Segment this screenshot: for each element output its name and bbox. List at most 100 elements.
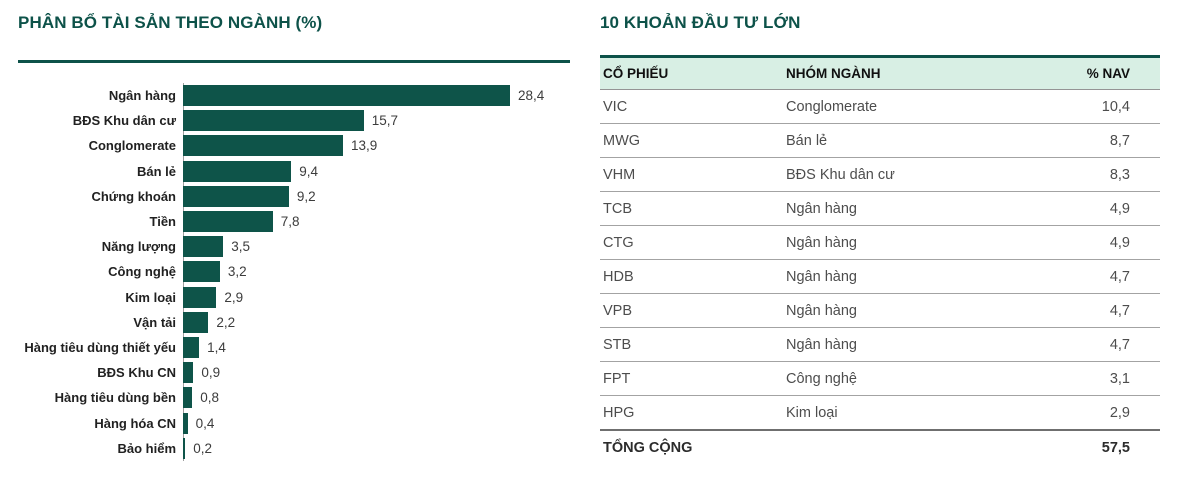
- chart-bar: [183, 236, 224, 258]
- chart-value-label: 13,9: [351, 138, 378, 154]
- nav-percent-cell: 4,7: [1033, 327, 1160, 362]
- table-row: VIC Conglomerate 10,4: [600, 89, 1160, 124]
- stock-code-cell: TCB: [600, 191, 783, 226]
- nav-percent-cell: 2,9: [1109, 404, 1130, 421]
- table-row: HDB Ngân hàng 4,7: [600, 259, 1160, 294]
- sector-cell: Conglomerate: [783, 89, 1033, 124]
- nav-percent-cell: 8,7: [1033, 123, 1160, 158]
- chart-row: Ngân hàng 28,4: [18, 83, 570, 108]
- stock-code-cell: STB: [600, 327, 783, 362]
- chart-value-label: 2,9: [224, 289, 244, 305]
- chart-value-label: 7,8: [280, 214, 300, 230]
- stock-code-cell: MWG: [600, 123, 783, 158]
- sector-cell: BĐS Khu dân cư: [783, 157, 1033, 192]
- chart-bar-area: 9,4: [183, 160, 570, 182]
- table-row: TCB Ngân hàng 4,9: [600, 191, 1160, 226]
- nav-percent-cell: 4,9: [1033, 225, 1160, 260]
- nav-percent-cell: 4,7: [1033, 259, 1160, 294]
- chart-value-label: 3,2: [227, 264, 247, 280]
- chart-category-label: Bảo hiểm: [117, 440, 176, 456]
- chart-category-label: Ngân hàng: [108, 88, 176, 104]
- chart-category-label: Năng lượng: [101, 239, 176, 255]
- chart-bar-area: 2,2: [183, 311, 570, 333]
- table-row: CTG Ngân hàng 4,9: [600, 225, 1160, 260]
- total-value: 57,5: [1033, 429, 1160, 465]
- nav-percent-cell: 3,1: [1033, 361, 1160, 396]
- chart-row: Kim loại 2,9: [18, 285, 570, 310]
- chart-bar-area: 0,8: [183, 387, 570, 409]
- top-holdings-title: 10 KHOẢN ĐẦU TƯ LỚN: [600, 13, 801, 32]
- chart-row: Hàng tiêu dùng thiết yếu 1,4: [18, 335, 570, 360]
- chart-bar-area: 15,7: [183, 110, 570, 132]
- chart-category-label: Hàng hóa CN: [94, 415, 176, 431]
- chart-bar-area: 2,9: [183, 286, 570, 308]
- chart-bar: [183, 437, 186, 459]
- sector-cell: Kim loại: [786, 404, 838, 421]
- chart-bar-area: 9,2: [183, 185, 570, 207]
- chart-category-label: BĐS Khu dân cư: [72, 113, 176, 129]
- chart-bar: [183, 110, 364, 132]
- table-header-row: CỔ PHIẾU NHÓM NGÀNH % NAV: [600, 55, 1160, 90]
- chart-bar-area: 0,4: [183, 412, 570, 434]
- chart-value-label: 0,4: [195, 415, 215, 431]
- chart-row: BĐS Khu CN 0,9: [18, 360, 570, 385]
- stock-code-cell: VHM: [600, 157, 783, 192]
- table-row: MWG Bán lẻ 8,7: [600, 123, 1160, 158]
- chart-value-label: 2,2: [216, 314, 236, 330]
- chart-bar-area: 0,2: [183, 437, 570, 459]
- nav-percent-cell: 4,7: [1033, 293, 1160, 328]
- chart-row: Bán lẻ 9,4: [18, 159, 570, 184]
- chart-bar-area: 0,9: [183, 362, 570, 384]
- nav-percent-cell: 8,3: [1033, 157, 1160, 192]
- chart-row: Bảo hiểm 0,2: [18, 436, 570, 461]
- chart-row: Hàng tiêu dùng bền 0,8: [18, 385, 570, 410]
- table-row: FPT Công nghệ 3,1: [600, 361, 1160, 396]
- chart-bar-area: 7,8: [183, 211, 570, 233]
- stock-code-cell: FPT: [600, 361, 783, 396]
- sector-cell: Ngân hàng: [783, 327, 1033, 362]
- table-row: VHM BĐS Khu dân cư 8,3: [600, 157, 1160, 192]
- stock-code-cell: HPG: [603, 404, 635, 421]
- total-label: TỔNG CỘNG: [600, 429, 783, 465]
- chart-bar: [183, 135, 344, 157]
- sector-cell: Ngân hàng: [783, 293, 1033, 328]
- chart-bar-area: 3,2: [183, 261, 570, 283]
- top-holdings-table: CỔ PHIẾU NHÓM NGÀNH % NAV VIC Conglomerat…: [600, 55, 1160, 465]
- chart-bar-area: 28,4: [183, 85, 570, 107]
- chart-bar: [183, 261, 220, 283]
- chart-category-label: Vận tải: [133, 314, 176, 330]
- chart-category-label: Chứng khoán: [91, 188, 176, 204]
- total-spacer: [783, 429, 1033, 465]
- chart-value-label: 0,9: [201, 365, 221, 381]
- nav-percent-cell: 10,4: [1033, 89, 1160, 124]
- sector-cell: Ngân hàng: [783, 225, 1033, 260]
- sector-allocation-title: PHÂN BỔ TÀI SẢN THEO NGÀNH (%): [18, 13, 323, 32]
- chart-value-label: 9,2: [296, 188, 316, 204]
- stock-code-cell: VIC: [600, 89, 783, 124]
- column-header-nav: % NAV: [1033, 55, 1160, 90]
- chart-row: BĐS Khu dân cư 15,7: [18, 108, 570, 133]
- chart-category-label: Kim loại: [125, 289, 176, 305]
- chart-bar-area: 13,9: [183, 135, 570, 157]
- chart-row: Hàng hóa CN 0,4: [18, 410, 570, 435]
- nav-percent-cell: 4,9: [1033, 191, 1160, 226]
- chart-value-label: 1,4: [207, 339, 226, 355]
- chart-category-label: Bán lẻ: [136, 163, 176, 179]
- chart-row: Conglomerate 13,9: [18, 133, 570, 158]
- sector-cell: Ngân hàng: [783, 191, 1033, 226]
- sector-cell: Ngân hàng: [783, 259, 1033, 294]
- chart-category-label: Công nghệ: [108, 264, 176, 280]
- chart-value-label: 0,2: [193, 440, 213, 456]
- chart-bar: [183, 160, 292, 182]
- chart-bar: [183, 387, 193, 409]
- chart-category-label: Conglomerate: [88, 138, 176, 154]
- chart-category-label: Hàng tiêu dùng thiết yếu: [24, 339, 176, 355]
- chart-bar: [183, 362, 194, 384]
- chart-value-label: 3,5: [231, 239, 251, 255]
- chart-bar-area: 3,5: [183, 236, 570, 258]
- chart-row: Tiền 7,8: [18, 209, 570, 234]
- chart-category-label: Tiền: [149, 214, 177, 230]
- chart-value-label: 0,8: [200, 390, 219, 406]
- chart-row: Chứng khoán 9,2: [18, 184, 570, 209]
